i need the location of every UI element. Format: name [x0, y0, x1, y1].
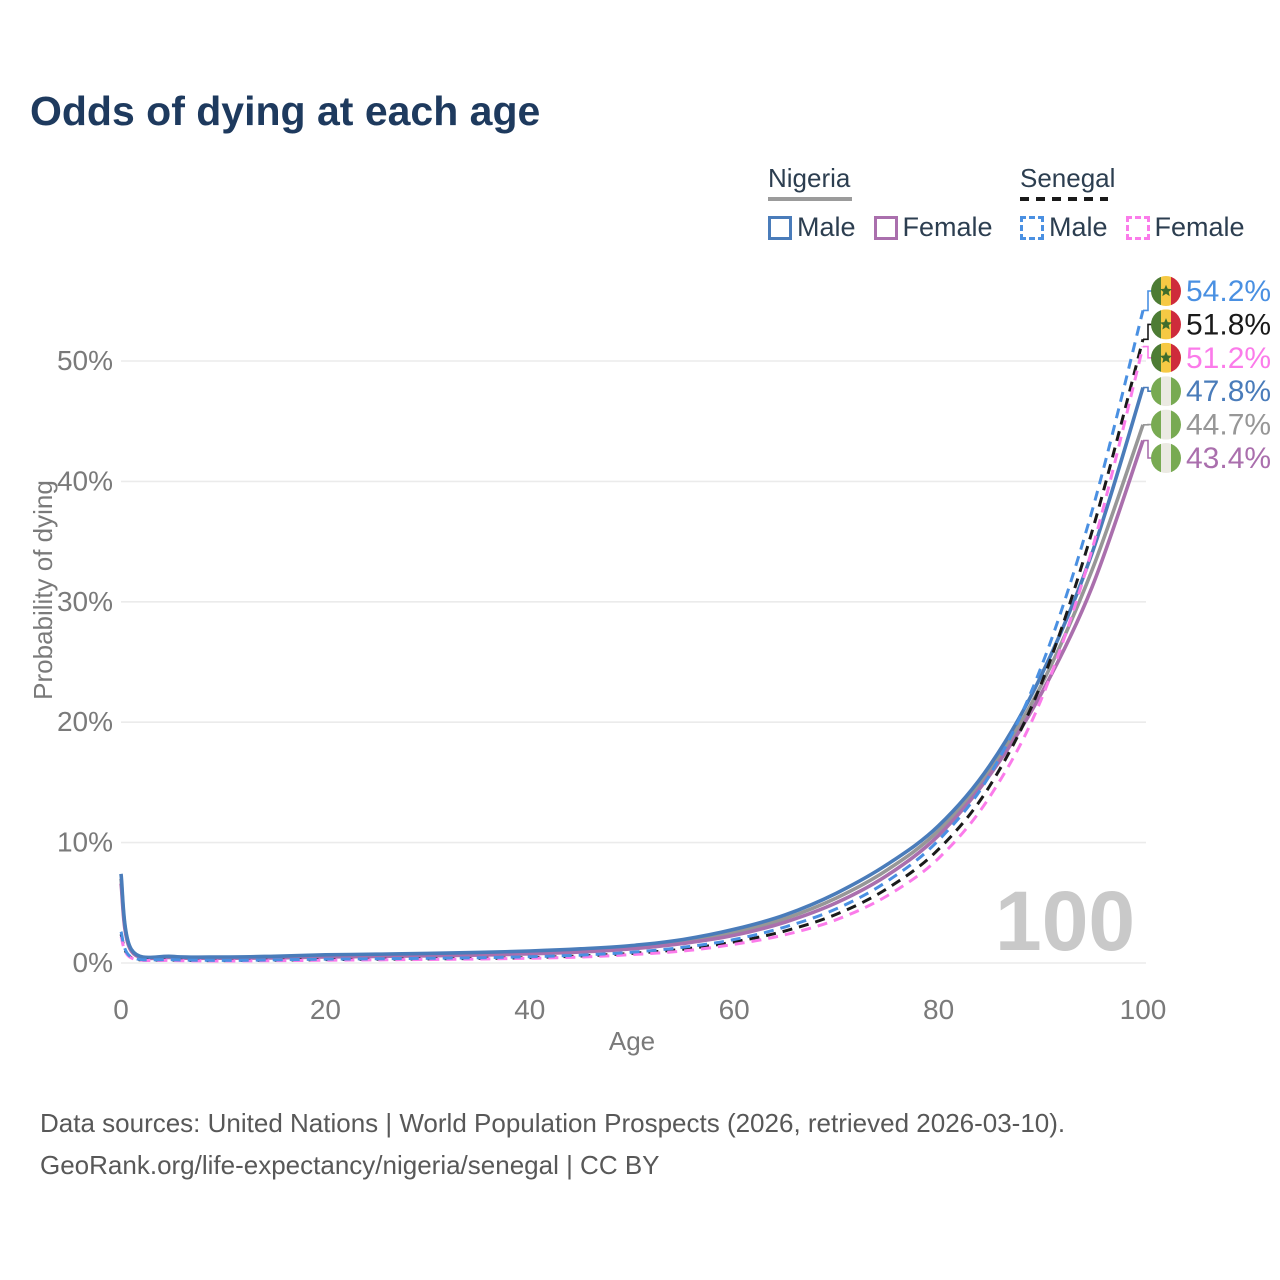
end-value-label-senegal-female: 51.2%	[1186, 342, 1271, 375]
legend-item-nigeria-female[interactable]: Female	[873, 212, 993, 243]
x-tick-label: 20	[310, 994, 341, 1025]
leader-line-senegal-male	[1143, 290, 1153, 312]
x-tick-label: 40	[514, 994, 545, 1025]
end-value-label-nigeria-male: 47.8%	[1186, 375, 1271, 408]
mortality-chart: 0% 10% 20% 30% 40% 50% 0 20 40 60 80 100 Age Probabil…	[28, 275, 1271, 1056]
nigeria-flag-icon	[1151, 443, 1181, 473]
x-tick-label: 60	[719, 994, 750, 1025]
end-value-label-nigeria-female: 43.4%	[1186, 442, 1271, 475]
y-tick-label: 30%	[57, 586, 113, 617]
end-value-label-nigeria: 44.7%	[1186, 409, 1271, 442]
nigeria-flag-icon	[1151, 409, 1181, 440]
senegal-flag-icon	[1151, 309, 1181, 340]
source-attribution: Data sources: United Nations | World Pop…	[40, 1102, 1065, 1186]
y-tick-label: 50%	[57, 345, 113, 376]
source-line-2: GeoRank.org/life-expectancy/nigeria/sene…	[40, 1150, 660, 1181]
series-line-nigeria-male	[119, 386, 1145, 960]
x-tick-label: 0	[113, 994, 129, 1025]
series-line-nigeria-female	[119, 439, 1145, 961]
senegal-male-checkbox[interactable]	[1020, 215, 1044, 240]
legend-group-nigeria: Nigeria Male Female	[768, 163, 993, 243]
legend-senegal-male-label: Male	[1049, 212, 1108, 242]
y-tick-label: 20%	[57, 706, 113, 737]
legend-senegal-label: Senegal	[1020, 163, 1116, 193]
senegal-line-style-sample	[1020, 197, 1108, 201]
series-line-senegal-female	[119, 346, 1145, 963]
page-title: Odds of dying at each age	[30, 88, 541, 134]
x-tick-label: 80	[923, 994, 954, 1025]
end-value-label-senegal-male: 54.2%	[1186, 275, 1271, 308]
nigeria-female-checkbox[interactable]	[873, 215, 898, 240]
x-tick-label: 100	[1120, 994, 1167, 1025]
leader-line-nigeria-female	[1143, 439, 1153, 459]
source-line-1: Data sources: United Nations | World Pop…	[40, 1108, 1066, 1138]
nigeria-male-checkbox[interactable]	[768, 215, 792, 240]
legend-senegal-female-label: Female	[1154, 212, 1245, 242]
legend-nigeria-female-label: Female	[902, 212, 993, 242]
leader-line-nigeria-male	[1143, 386, 1153, 392]
series-line-nigeria	[119, 424, 1145, 960]
y-tick-label: 40%	[57, 465, 113, 496]
series-line-senegal-male	[119, 310, 1145, 962]
senegal-female-checkbox[interactable]	[1125, 215, 1150, 240]
series-line-senegal	[119, 338, 1145, 963]
legend-item-senegal-female[interactable]: Female	[1125, 212, 1245, 243]
y-axis-title: Probability of dying	[28, 480, 58, 700]
legend-nigeria-male-label: Male	[797, 212, 856, 242]
nigeria-line-style-sample	[768, 197, 852, 201]
nigeria-flag-icon	[1151, 376, 1181, 407]
end-value-label-senegal: 51.8%	[1186, 308, 1271, 341]
y-tick-label: 0%	[73, 947, 113, 978]
legend-item-nigeria-male[interactable]: Male	[768, 212, 856, 243]
leader-line-senegal	[1143, 323, 1153, 341]
leader-line-senegal-female	[1143, 345, 1153, 359]
legend-nigeria-label: Nigeria	[768, 163, 851, 193]
age-watermark: 100	[995, 874, 1135, 968]
senegal-flag-icon	[1151, 342, 1181, 373]
legend-group-senegal: Senegal Male Female	[1020, 163, 1245, 243]
legend-item-senegal-male[interactable]: Male	[1020, 212, 1108, 243]
y-tick-label: 10%	[57, 827, 113, 858]
x-axis-title: Age	[609, 1026, 655, 1056]
senegal-flag-icon	[1151, 276, 1181, 306]
